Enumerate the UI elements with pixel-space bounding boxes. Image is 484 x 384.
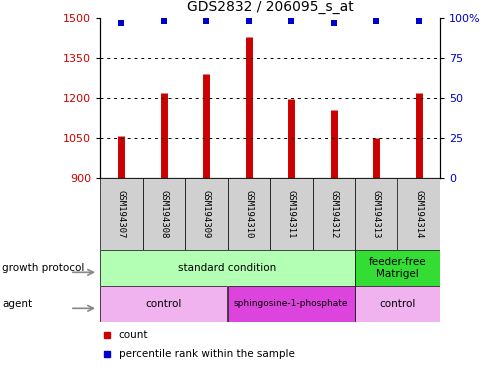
Bar bbox=[354, 286, 439, 322]
Text: GSM194314: GSM194314 bbox=[413, 190, 423, 238]
Bar bbox=[270, 178, 312, 250]
Bar bbox=[227, 178, 270, 250]
Text: feeder-free
Matrigel: feeder-free Matrigel bbox=[368, 257, 425, 279]
Text: GSM194310: GSM194310 bbox=[244, 190, 253, 238]
Bar bbox=[142, 178, 184, 250]
Text: agent: agent bbox=[2, 299, 32, 309]
Text: GSM194313: GSM194313 bbox=[371, 190, 380, 238]
Text: GSM194312: GSM194312 bbox=[329, 190, 337, 238]
Bar bbox=[354, 178, 397, 250]
Text: GSM194307: GSM194307 bbox=[117, 190, 125, 238]
Text: control: control bbox=[145, 299, 182, 309]
Bar bbox=[100, 178, 142, 250]
Text: GSM194309: GSM194309 bbox=[201, 190, 211, 238]
Text: percentile rank within the sample: percentile rank within the sample bbox=[119, 349, 294, 359]
Text: standard condition: standard condition bbox=[178, 263, 276, 273]
Bar bbox=[397, 178, 439, 250]
Text: GSM194311: GSM194311 bbox=[286, 190, 295, 238]
Title: GDS2832 / 206095_s_at: GDS2832 / 206095_s_at bbox=[186, 0, 353, 14]
Text: count: count bbox=[119, 329, 148, 339]
Text: sphingosine-1-phosphate: sphingosine-1-phosphate bbox=[233, 300, 348, 308]
Text: growth protocol: growth protocol bbox=[2, 263, 85, 273]
Bar bbox=[100, 286, 227, 322]
Bar bbox=[312, 178, 354, 250]
Text: control: control bbox=[378, 299, 415, 309]
Bar bbox=[354, 250, 439, 286]
Bar bbox=[100, 250, 354, 286]
Bar bbox=[227, 286, 354, 322]
Bar bbox=[184, 178, 227, 250]
Text: GSM194308: GSM194308 bbox=[159, 190, 168, 238]
